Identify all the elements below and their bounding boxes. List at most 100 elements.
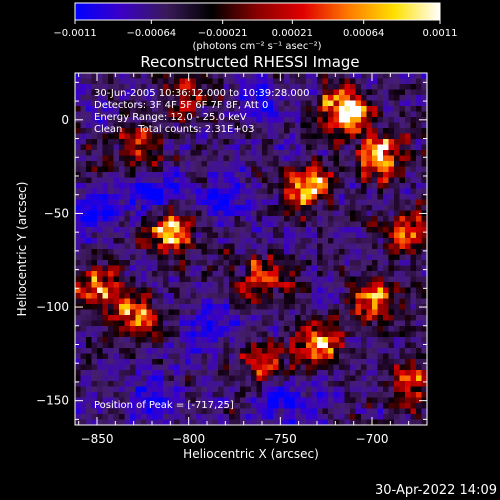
heatmap-cell <box>240 210 246 217</box>
heatmap-cell <box>372 89 378 96</box>
heatmap-cell <box>289 117 296 123</box>
heatmap-cell <box>108 375 114 382</box>
heatmap-cell <box>328 293 334 299</box>
heatmap-cell <box>410 73 417 79</box>
heatmap-cell <box>361 287 367 294</box>
heatmap-cell <box>102 144 109 151</box>
heatmap-cell <box>405 397 411 404</box>
heatmap-cell <box>416 353 422 360</box>
heatmap-cell <box>245 403 252 409</box>
heatmap-cell <box>344 227 351 233</box>
heatmap-cell <box>124 337 131 343</box>
heatmap-cell <box>212 155 219 162</box>
heatmap-cell <box>102 381 109 387</box>
heatmap-cell <box>416 364 422 371</box>
heatmap-cell <box>212 205 219 211</box>
heatmap-cell <box>355 133 362 140</box>
heatmap-cell <box>157 84 164 90</box>
heatmap-cell <box>361 166 367 173</box>
heatmap-cell <box>256 166 263 173</box>
heatmap-cell <box>240 309 246 316</box>
heatmap-cell <box>333 254 340 261</box>
heatmap-cell <box>108 166 114 173</box>
heatmap-cell <box>267 117 274 123</box>
heatmap-cell <box>108 359 114 365</box>
heatmap-cell <box>86 419 92 425</box>
heatmap-cell <box>229 414 235 420</box>
heatmap-cell <box>377 227 384 233</box>
heatmap-cell <box>278 73 285 79</box>
heatmap-cell <box>201 381 208 387</box>
heatmap-cell <box>322 337 329 343</box>
heatmap-cell <box>86 342 92 349</box>
heatmap-cell <box>207 353 213 360</box>
heatmap-cell <box>174 117 180 123</box>
heatmap-cell <box>157 177 164 184</box>
heatmap-cell <box>135 133 142 140</box>
heatmap-cell <box>350 243 356 250</box>
heatmap-cell <box>179 84 186 90</box>
heatmap-cell <box>421 265 427 272</box>
heatmap-cell <box>361 111 367 118</box>
heatmap-cell <box>278 392 285 398</box>
heatmap-cell <box>130 298 136 305</box>
heatmap-cell <box>119 315 125 321</box>
heatmap-cell <box>168 315 175 321</box>
heatmap-cell <box>267 78 274 85</box>
heatmap-cell <box>289 84 296 90</box>
heatmap-cell <box>273 282 279 288</box>
heatmap-cell <box>174 111 180 118</box>
heatmap-cell <box>322 414 329 420</box>
heatmap-cell <box>388 331 395 338</box>
heatmap-cell <box>416 106 422 112</box>
heatmap-cell <box>399 150 406 156</box>
heatmap-cell <box>75 287 81 294</box>
heatmap-cell <box>366 221 373 228</box>
heatmap-cell <box>410 166 417 173</box>
heatmap-cell <box>102 199 109 206</box>
heatmap-cell <box>405 205 411 211</box>
heatmap-cell <box>377 265 384 272</box>
heatmap-cell <box>240 348 246 354</box>
heatmap-cell <box>361 221 367 228</box>
heatmap-cell <box>174 359 180 365</box>
annotation-time: 30-Jun-2005 10:36:12.000 to 10:39:28.000 <box>94 88 310 99</box>
heatmap-cell <box>350 166 356 173</box>
heatmap-cell <box>273 84 279 90</box>
heatmap-cell <box>361 326 367 332</box>
heatmap-cell <box>399 271 406 277</box>
heatmap-cell <box>97 84 103 90</box>
heatmap-cell <box>218 100 224 107</box>
heatmap-cell <box>113 260 120 266</box>
heatmap-cell <box>273 78 279 85</box>
heatmap-cell <box>102 249 109 255</box>
heatmap-cell <box>185 337 191 343</box>
heatmap-cell <box>135 232 142 239</box>
heatmap-cell <box>218 166 224 173</box>
heatmap-cell <box>113 128 120 134</box>
heatmap-cell <box>416 397 422 404</box>
heatmap-cell <box>372 298 378 305</box>
heatmap-cell <box>317 359 323 365</box>
heatmap-cell <box>361 150 367 156</box>
heatmap-cell <box>141 370 147 376</box>
heatmap-cell <box>113 89 120 96</box>
heatmap-cell <box>366 397 373 404</box>
heatmap-cell <box>284 166 290 173</box>
heatmap-cell <box>218 128 224 134</box>
heatmap-cell <box>267 304 274 310</box>
heatmap-cell <box>372 128 378 134</box>
heatmap-cell <box>130 375 136 382</box>
heatmap-cell <box>185 150 191 156</box>
heatmap-cell <box>75 144 81 151</box>
heatmap-cell <box>333 364 340 371</box>
heatmap-cell <box>355 408 362 415</box>
heatmap-cell <box>339 144 345 151</box>
heatmap-cell <box>229 133 235 140</box>
heatmap-cell <box>113 84 120 90</box>
heatmap-cell <box>355 419 362 425</box>
heatmap-cell <box>119 304 125 310</box>
heatmap-cell <box>361 161 367 167</box>
heatmap-cell <box>405 166 411 173</box>
